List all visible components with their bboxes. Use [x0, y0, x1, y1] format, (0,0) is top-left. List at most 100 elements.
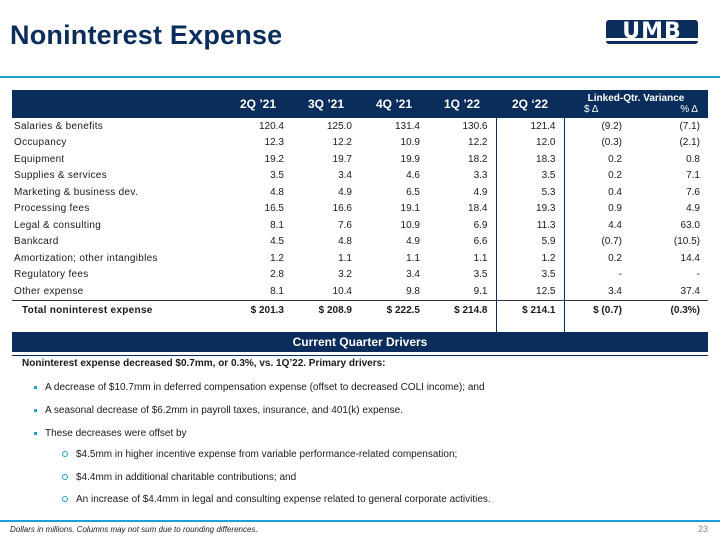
row-pct-change: 14.4 [680, 252, 700, 264]
bullet-text: A decrease of $10.7mm in deferred compen… [45, 382, 485, 393]
row-value: 3.5 [270, 170, 284, 182]
table-row: Equipment 19.2 19.7 19.9 18.2 18.3 0.2 0.8 [12, 151, 708, 168]
driver-bullet: A decrease of $10.7mm in deferred compen… [34, 382, 485, 393]
row-label: Other expense [14, 285, 84, 297]
table-row: Amortization; other intangibles 1.2 1.1 1.1… [12, 250, 708, 267]
row-label: Salaries & benefits [14, 120, 104, 132]
row-dollar-change: 0.2 [608, 170, 622, 182]
driver-sub-bullet: $4.4mm in additional charitable contribu… [62, 472, 296, 483]
footer-divider [0, 520, 720, 522]
total-value: $ 214.1 [495, 299, 565, 320]
row-label: Marketing & business dev. [14, 186, 139, 198]
row-value: 1.2 [495, 250, 565, 267]
col-header: 3Q ’21 [292, 90, 360, 118]
row-value: 4.9 [406, 236, 420, 248]
row-pct-change: 37.4 [680, 285, 700, 297]
row-value: 12.5 [495, 283, 565, 300]
row-value: 131.4 [394, 120, 420, 132]
total-value: $ 214.8 [428, 299, 496, 320]
row-value: 4.8 [338, 236, 352, 248]
row-value: 4.9 [338, 186, 352, 198]
total-value: $ 208.9 [292, 299, 360, 320]
dollar-delta-header: $ Δ [584, 104, 599, 115]
row-pct-change: 63.0 [680, 219, 700, 231]
row-value: 130.6 [462, 120, 488, 132]
row-dollar-change: 3.4 [608, 285, 622, 297]
row-value: 2.8 [270, 269, 284, 281]
row-dollar-change: 0.4 [608, 186, 622, 198]
row-pct-change: (2.1) [679, 137, 700, 149]
row-dollar-change: 0.2 [608, 153, 622, 165]
pct-delta-header: % Δ [680, 104, 698, 115]
row-label: Legal & consulting [14, 219, 102, 231]
sub-bullet-text: An increase of $4.4mm in legal and consu… [76, 494, 491, 505]
row-value: 5.3 [495, 184, 565, 201]
circle-bullet-icon [62, 451, 68, 458]
driver-bullet: These decreases were offset by [34, 428, 187, 439]
row-label: Equipment [14, 153, 65, 165]
row-value: 16.6 [332, 203, 352, 215]
row-value: 125.0 [326, 120, 352, 132]
driver-bullet: A seasonal decrease of $6.2mm in payroll… [34, 405, 403, 416]
row-label: Bankcard [14, 236, 59, 248]
total-value: $ 201.3 [224, 299, 292, 320]
header-divider [0, 76, 720, 78]
sub-bullet-text: $4.5mm in higher incentive expense from … [76, 449, 458, 460]
row-value: 8.1 [270, 285, 284, 297]
drivers-divider [12, 355, 708, 356]
square-bullet-icon [34, 408, 37, 412]
table-row: Occupancy 12.3 12.2 10.9 12.2 12.0 (0.3) (2.1) [12, 134, 708, 151]
table-row: Supplies & services 3.5 3.4 4.6 3.3 3.5 0.2 7.1 [12, 167, 708, 184]
row-value: 120.4 [258, 120, 284, 132]
row-value: 4.9 [473, 186, 488, 198]
bullet-text: A seasonal decrease of $6.2mm in payroll… [45, 405, 403, 416]
table-row: Bankcard 4.5 4.8 4.9 6.6 5.9 (0.7) (10.5) [12, 233, 708, 250]
row-value: 16.5 [264, 203, 284, 215]
row-pct-change: 7.1 [686, 170, 700, 182]
row-value: 1.1 [473, 252, 488, 264]
row-pct-change: 4.9 [686, 203, 700, 215]
table-body: Salaries & benefits 120.4 125.0 131.4 130.6 1… [12, 118, 708, 335]
variance-title: Linked-Qtr. Variance [587, 93, 685, 104]
row-dollar-change: (0.3) [601, 137, 622, 149]
row-value: 10.4 [332, 285, 352, 297]
row-value: 19.1 [400, 203, 420, 215]
row-value: 12.2 [332, 137, 352, 149]
row-label: Regulatory fees [14, 269, 89, 281]
square-bullet-icon [34, 431, 37, 435]
header-blank [12, 90, 224, 118]
row-value: 6.6 [473, 236, 488, 248]
row-label: Processing fees [14, 203, 90, 215]
row-value: 18.3 [495, 151, 565, 168]
row-value: 9.1 [473, 285, 488, 297]
logo-stripe [606, 38, 698, 41]
row-label: Occupancy [14, 137, 67, 149]
square-bullet-icon [34, 385, 37, 389]
row-dollar-change: 0.9 [608, 203, 622, 215]
row-label: Amortization; other intangibles [14, 252, 158, 264]
row-value: 3.5 [473, 269, 488, 281]
row-value: 4.8 [270, 186, 284, 198]
page-number: 23 [697, 524, 708, 534]
row-value: 3.4 [406, 269, 420, 281]
footnote: Dollars in millions. Columns may not sum… [10, 525, 258, 534]
row-dollar-change: 4.4 [608, 219, 622, 231]
circle-bullet-icon [62, 474, 68, 481]
col-header: 4Q ’21 [360, 90, 428, 118]
row-value: 19.9 [400, 153, 420, 165]
row-dollar-change: 0.2 [608, 252, 622, 264]
row-value: 3.3 [473, 170, 488, 182]
table-row: Legal & consulting 8.1 7.6 10.9 6.9 11.3 4.4 63… [12, 217, 708, 234]
row-pct-change: (10.5) [673, 236, 700, 248]
variance-subheaders: $ Δ % Δ [564, 104, 708, 115]
row-value: 3.2 [338, 269, 352, 281]
row-pct-change: (7.1) [679, 120, 700, 132]
row-value: 10.9 [400, 137, 420, 149]
sub-bullet-text: $4.4mm in additional charitable contribu… [76, 472, 297, 483]
total-dollar-change: $ (0.7) [564, 299, 636, 320]
bullet-text: These decreases were offset by [45, 428, 187, 439]
row-value: 10.9 [400, 219, 420, 231]
row-pct-change: 7.6 [686, 186, 700, 198]
row-dollar-change: (9.2) [601, 120, 622, 132]
col-header: 2Q ’21 [224, 90, 292, 118]
